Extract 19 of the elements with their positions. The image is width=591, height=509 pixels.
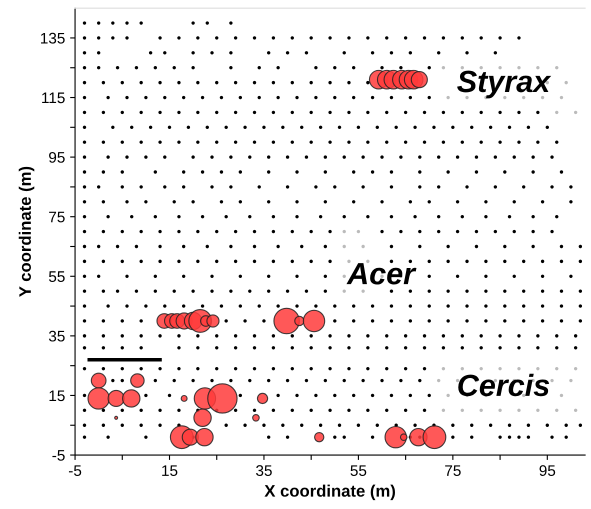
y-tick-label: 75 [49, 212, 65, 222]
y-axis-title: Y coordinate (m) [18, 166, 34, 297]
annotation: Cercis [458, 374, 550, 396]
y-tick-label: -5 [52, 450, 65, 461]
y-tick-label: 95 [49, 152, 65, 163]
x-tick-label: 15 [162, 465, 178, 476]
annotation: Acer [346, 263, 416, 284]
x-tick-label: 35 [256, 465, 272, 476]
y-tick-label: 15 [50, 390, 65, 402]
x-tick-label: 55 [350, 465, 366, 476]
x-tick-label: 95 [540, 465, 556, 476]
annotation: Styrax [457, 70, 552, 98]
y-tick-label: 115 [42, 92, 65, 104]
x-axis-title: X coordinate (m) [264, 484, 395, 500]
x-tick-label: -5 [68, 465, 82, 476]
y-tick-label: 135 [41, 32, 65, 44]
y-tick-label: 55 [48, 271, 65, 282]
x-tick-label: 75 [445, 465, 461, 476]
y-tick-label: 35 [48, 330, 65, 342]
